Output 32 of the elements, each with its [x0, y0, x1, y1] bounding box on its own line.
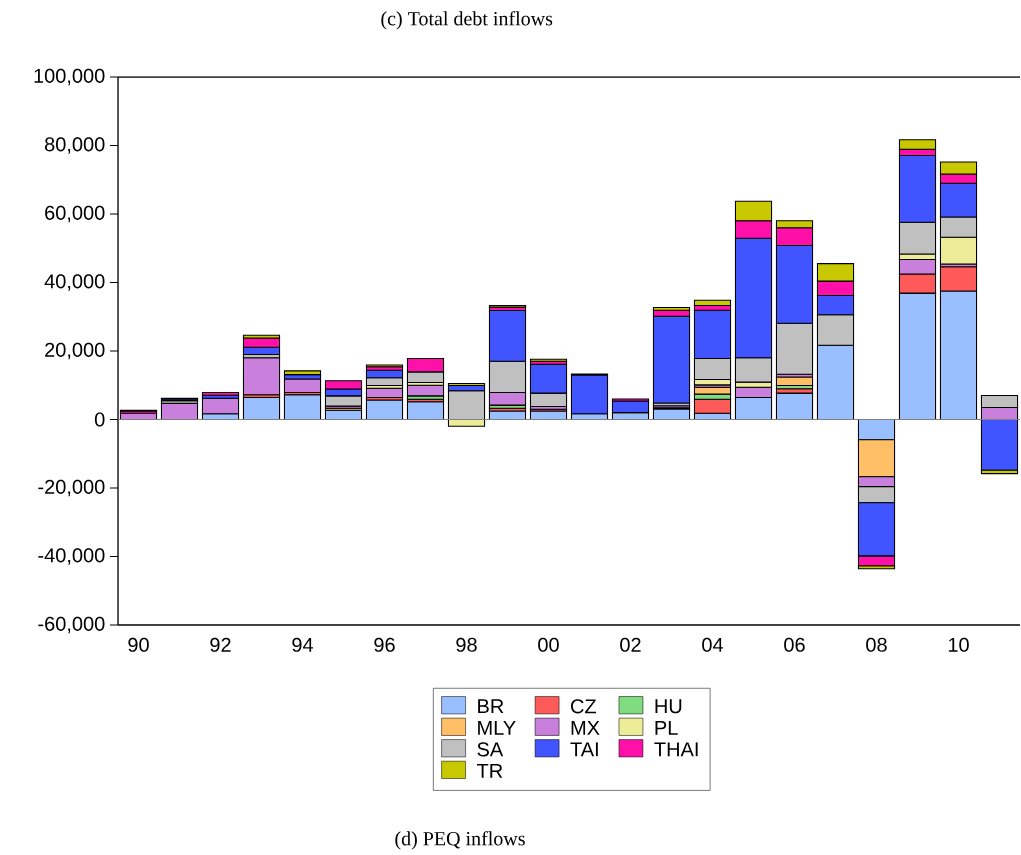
- x-tick-label: 04: [702, 637, 724, 652]
- legend-label: TAI: [570, 742, 598, 757]
- x-tick-label: 96: [374, 637, 395, 652]
- legend-label: MX: [571, 720, 600, 735]
- legend-label: SA: [477, 742, 504, 757]
- x-tick-label: 94: [292, 637, 314, 652]
- y-tick-label: -40,000: [38, 548, 105, 565]
- y-tick-label: 0: [94, 412, 105, 427]
- legend-label: BR: [478, 699, 504, 714]
- x-tick-label: 92: [210, 637, 231, 652]
- y-tick-label: -60,000: [38, 616, 105, 634]
- x-tick-label: 00: [538, 637, 559, 652]
- legend-label: MLY: [478, 720, 516, 735]
- x-tick-label: 02: [620, 637, 641, 652]
- x-tick-label: 08: [866, 637, 887, 652]
- legend-label: HU: [655, 699, 682, 714]
- x-tick-label: 98: [456, 637, 477, 652]
- y-tick-label: 80,000: [45, 137, 105, 154]
- y-tick-label: 40,000: [44, 274, 105, 291]
- text: (d) PEQ inflows: [395, 831, 525, 850]
- legend-label: TR: [476, 763, 503, 778]
- legend-label: CZ: [571, 699, 597, 714]
- legend-label: THAI: [654, 742, 698, 757]
- x-tick-label: 90: [128, 637, 149, 652]
- y-tick-label: -20,000: [38, 479, 105, 497]
- legend-label: PL: [655, 720, 678, 735]
- y-tick-label: 100,000: [34, 68, 105, 86]
- x-tick-label: 06: [784, 637, 805, 652]
- x-tick-label: 10: [948, 637, 969, 652]
- y-tick-label: 60,000: [45, 205, 105, 223]
- y-tick-label: 20,000: [45, 342, 105, 360]
- chart-title: (c) Total debt inflows: [381, 11, 553, 30]
